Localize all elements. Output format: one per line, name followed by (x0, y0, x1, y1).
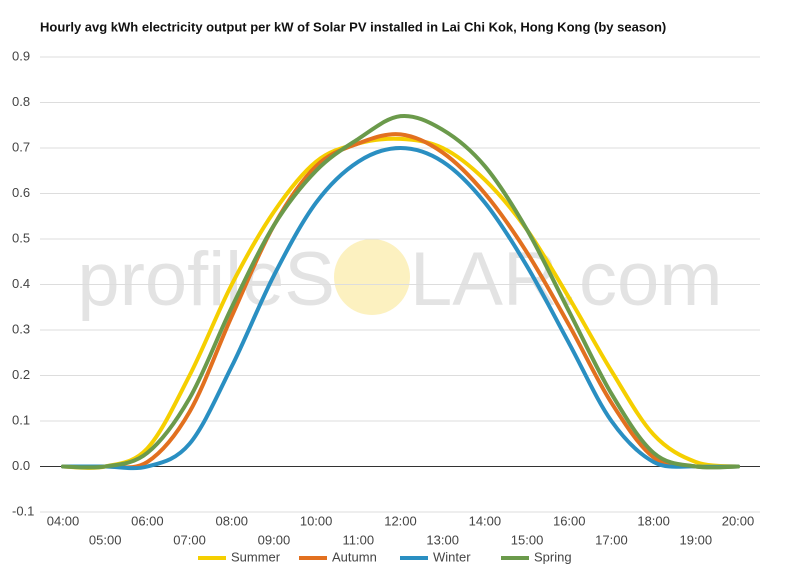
series-line (61, 113, 740, 470)
x-tick-label: 11:00 (343, 532, 375, 547)
x-tick-label: 07:00 (173, 532, 206, 547)
legend-label: Spring (534, 549, 572, 564)
series-line (61, 132, 740, 470)
y-tick-label: 0.2 (12, 367, 30, 382)
x-tick-label: 04:00 (47, 513, 80, 528)
legend-label: Autumn (332, 549, 377, 564)
x-tick-label: 09:00 (258, 532, 291, 547)
chart-title: Hourly avg kWh electricity output per kW… (40, 19, 666, 34)
legend-label: Winter (433, 549, 471, 564)
x-tick-label: 16:00 (553, 513, 586, 528)
y-tick-label: 0.9 (12, 48, 30, 63)
x-tick-label: 15:00 (511, 532, 544, 547)
x-tick-label: 14:00 (469, 513, 502, 528)
x-tick-label: 19:00 (680, 532, 713, 547)
y-tick-label: 0.6 (12, 185, 30, 200)
y-tick-label: 0.1 (12, 412, 30, 427)
x-tick-label: 18:00 (637, 513, 670, 528)
watermark: profileS (77, 237, 335, 322)
x-tick-label: 06:00 (131, 513, 164, 528)
x-tick-label: 12:00 (384, 513, 417, 528)
y-tick-label: 0.7 (12, 139, 30, 154)
y-tick-label: 0.4 (12, 276, 30, 291)
series-line (61, 136, 740, 470)
x-tick-label: 05:00 (89, 532, 122, 547)
y-tick-label: 0.5 (12, 230, 30, 245)
series-line (61, 146, 740, 471)
x-tick-label: 08:00 (215, 513, 248, 528)
x-tick-label: 20:00 (722, 513, 755, 528)
x-tick-label: 13:00 (426, 532, 459, 547)
x-tick-label: 17:00 (595, 532, 628, 547)
x-tick-label: 10:00 (300, 513, 333, 528)
y-tick-label: -0.1 (12, 503, 34, 518)
y-tick-label: 0.0 (12, 458, 30, 473)
y-tick-label: 0.3 (12, 321, 30, 336)
watermark-sun (334, 239, 410, 315)
y-tick-label: 0.8 (12, 94, 30, 109)
legend-label: Summer (231, 549, 281, 564)
